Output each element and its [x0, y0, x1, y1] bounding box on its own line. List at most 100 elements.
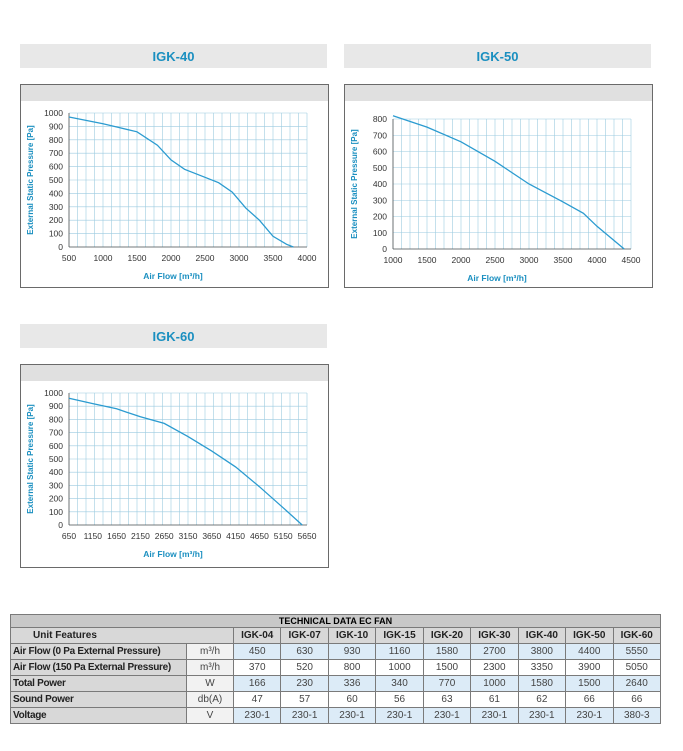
table-cell: 5550	[612, 643, 661, 660]
x-tick-label: 1150	[84, 531, 103, 541]
y-tick-label: 200	[373, 212, 387, 222]
y-tick-label: 600	[373, 147, 387, 157]
table-cell: 1000	[470, 675, 519, 692]
row-unit: db(A)	[186, 691, 234, 708]
x-tick-label: 1000	[384, 255, 403, 265]
row-label: Air Flow (150 Pa External Pressure)	[10, 659, 187, 676]
table-cell: 930	[327, 643, 377, 660]
chart-svg-igk50: 0 100 200 300 400 500 600 700 800 1000 1500 2000 250…	[350, 114, 641, 283]
x-tick-label: 3650	[202, 531, 221, 541]
series-line	[68, 116, 294, 248]
x-tick-label: 4500	[622, 255, 641, 265]
model-header: IGK-10	[327, 627, 377, 644]
y-tick-label: 0	[58, 520, 63, 530]
model-header: IGK-15	[375, 627, 424, 644]
table-cell: 61	[470, 691, 519, 708]
table-row: Voltage V 230-1 230-1 230-1 230-1 230-1 230-1 23…	[10, 707, 661, 724]
x-tick-label: 4650	[250, 531, 269, 541]
table-cell: 47	[232, 691, 282, 708]
x-tick-label: 2150	[131, 531, 150, 541]
x-tick-label: 5650	[298, 531, 317, 541]
table-cell: 1580	[422, 643, 472, 660]
x-tick-label: 3500	[264, 253, 283, 263]
y-tick-label: 500	[373, 163, 387, 173]
table-cell: 230-1	[375, 707, 424, 724]
y-tick-label: 900	[49, 121, 63, 131]
y-tick-label: 600	[49, 441, 63, 451]
table-cell: 370	[232, 659, 282, 676]
x-tick-label: 3500	[554, 255, 573, 265]
x-tick-label: 1500	[128, 253, 147, 263]
y-tick-label: 400	[49, 188, 63, 198]
model-header: IGK-30	[470, 627, 519, 644]
x-tick-label: 4000	[298, 253, 317, 263]
y-tick-label: 400	[373, 179, 387, 189]
model-header: IGK-60	[612, 627, 661, 644]
y-axis-label: External Static Pressure [Pa]	[26, 404, 35, 514]
chart-igk40: 0 100 200 300 400 500 600 700 800 900 1000 500 1000 1…	[20, 84, 329, 288]
y-tick-label: 400	[49, 467, 63, 477]
y-tick-label: 700	[49, 428, 63, 438]
x-tick-label: 3000	[520, 255, 539, 265]
y-tick-label: 600	[49, 162, 63, 172]
y-tick-label: 100	[49, 507, 63, 517]
table-cell: 1500	[565, 675, 614, 692]
y-tick-label: 1000	[44, 108, 63, 118]
row-unit: m³/h	[186, 659, 234, 676]
row-label: Sound Power	[10, 691, 187, 708]
x-tick-label: 1500	[418, 255, 437, 265]
table-row: Sound Power db(A) 47 57 60 56 63 61 62 66 66	[10, 691, 661, 708]
y-tick-label: 700	[49, 148, 63, 158]
y-tick-label: 700	[373, 130, 387, 140]
chart-header-band	[21, 85, 328, 101]
y-tick-label: 300	[49, 202, 63, 212]
table-cell: 340	[375, 675, 424, 692]
x-tick-label: 500	[62, 253, 76, 263]
table-cell: 230-1	[565, 707, 614, 724]
x-tick-label: 650	[62, 531, 76, 541]
y-tick-label: 800	[373, 114, 387, 124]
x-tick-label: 1000	[94, 253, 113, 263]
model-header: IGK-20	[422, 627, 472, 644]
table-cell: 800	[327, 659, 377, 676]
technical-data-table: TECHNICAL DATA EC FAN Unit Features IGK-…	[10, 614, 661, 724]
y-tick-label: 1000	[44, 388, 63, 398]
y-tick-label: 500	[49, 454, 63, 464]
table-cell: 230-1	[327, 707, 377, 724]
table-cell: 230-1	[232, 707, 282, 724]
y-tick-label: 0	[382, 244, 387, 254]
chart-svg-igk40: 0 100 200 300 400 500 600 700 800 900 1000 500 1000 1…	[26, 108, 317, 281]
table-header-row: Unit Features IGK-04 IGK-07 IGK-10 IGK-15 IG…	[10, 627, 661, 644]
row-unit: W	[186, 675, 234, 692]
table-row: Air Flow (0 Pa External Pressure) m³/h 450…	[10, 643, 661, 660]
table-cell: 2700	[470, 643, 519, 660]
chart-igk50: 0 100 200 300 400 500 600 700 800 1000 1500 2000 250…	[344, 84, 653, 288]
x-tick-label: 2000	[162, 253, 181, 263]
y-tick-label: 200	[49, 215, 63, 225]
y-axis-label: External Static Pressure [Pa]	[26, 125, 35, 235]
table-cell: 3350	[517, 659, 567, 676]
row-label: Air Flow (0 Pa External Pressure)	[10, 643, 187, 660]
table-cell: 60	[327, 691, 377, 708]
y-tick-label: 300	[49, 480, 63, 490]
y-tick-label: 800	[49, 414, 63, 424]
table-cell: 5050	[612, 659, 661, 676]
table-cell: 380-3	[612, 707, 661, 724]
y-tick-label: 500	[49, 175, 63, 185]
table-cell: 1000	[375, 659, 424, 676]
row-unit: V	[186, 707, 234, 724]
table-cell: 56	[375, 691, 424, 708]
model-header: IGK-07	[280, 627, 329, 644]
table-cell: 230-1	[422, 707, 472, 724]
table-cell: 450	[232, 643, 282, 660]
table-cell: 66	[612, 691, 661, 708]
chart-igk60: 0 100 200 300 400 500 600 700 800 900 1000 650 1150 1…	[20, 364, 329, 568]
x-tick-label: 4000	[588, 255, 607, 265]
y-tick-label: 800	[49, 135, 63, 145]
table-cell: 3800	[517, 643, 567, 660]
x-tick-label: 4150	[226, 531, 245, 541]
table-cell: 2640	[612, 675, 661, 692]
y-tick-label: 900	[49, 401, 63, 411]
table-cell: 63	[422, 691, 472, 708]
row-label: Voltage	[10, 707, 187, 724]
